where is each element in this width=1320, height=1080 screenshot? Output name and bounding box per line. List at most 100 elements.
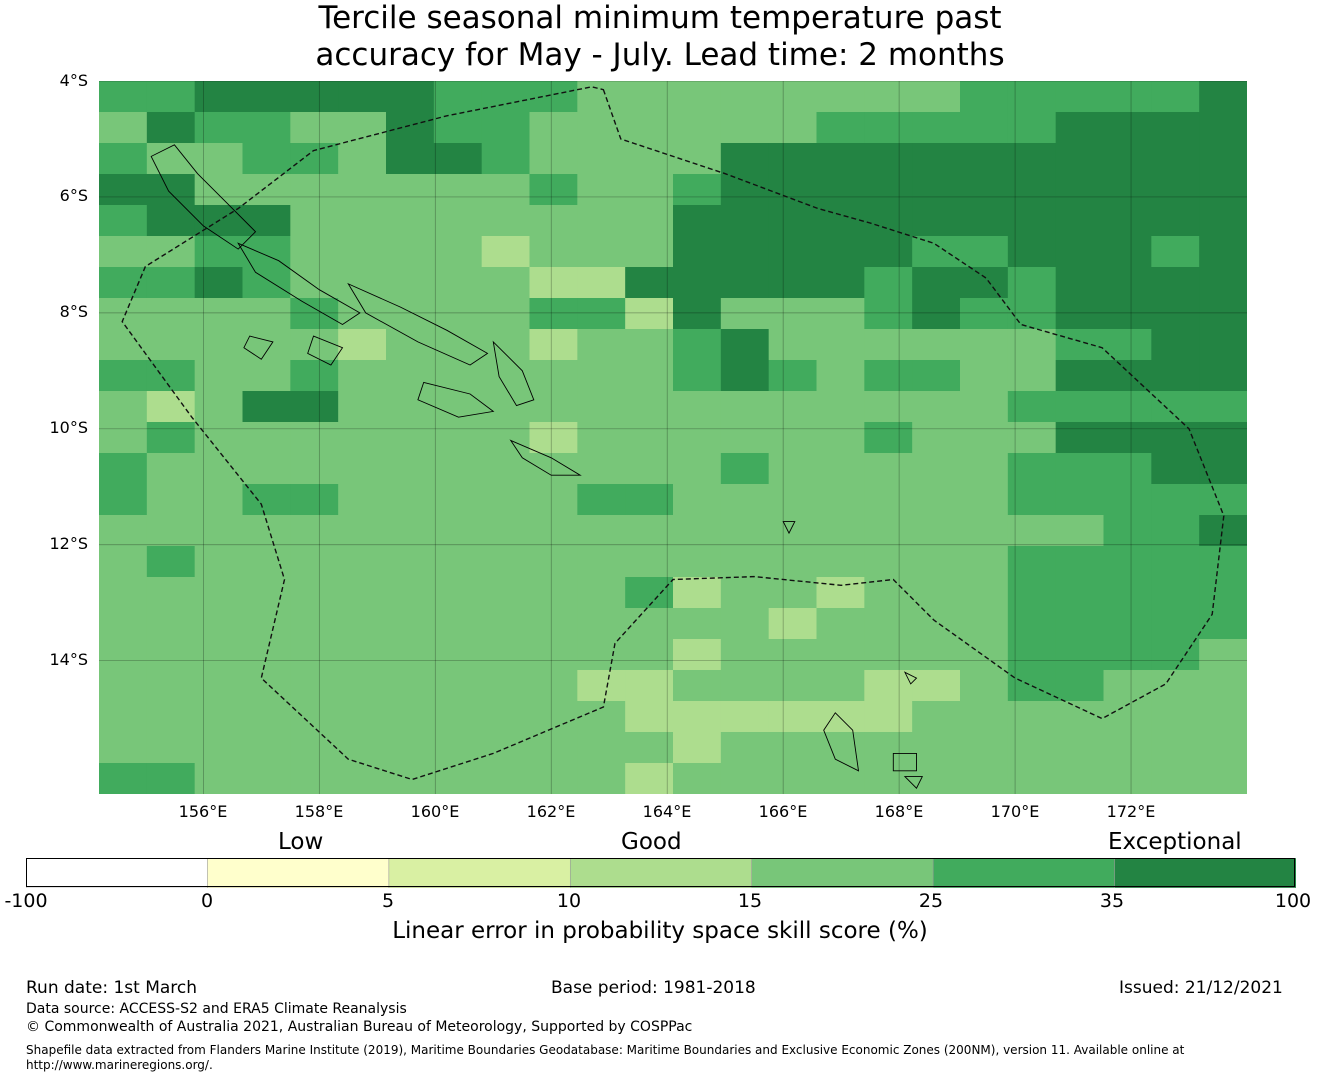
grid-cell xyxy=(529,112,578,144)
grid-cell xyxy=(625,577,674,609)
grid-cell xyxy=(625,608,674,640)
title-line-2: accuracy for May - July. Lead time: 2 mo… xyxy=(315,37,1005,73)
grid-cell xyxy=(386,453,435,485)
grid-cell xyxy=(912,608,961,640)
grid-cell xyxy=(529,701,578,733)
grid-cell xyxy=(242,577,291,609)
grid-cell xyxy=(673,391,722,423)
grid-cell xyxy=(1151,453,1200,485)
grid-cell xyxy=(816,81,865,113)
grid-cell xyxy=(1151,577,1200,609)
grid-cell xyxy=(1055,422,1105,454)
colorbar-segment xyxy=(207,858,390,888)
grid-cell xyxy=(529,205,578,237)
grid-cell xyxy=(1055,143,1105,175)
grid-cell xyxy=(720,81,770,113)
grid-cell xyxy=(625,670,674,702)
grid-cell xyxy=(1007,484,1057,516)
grid-cell xyxy=(146,360,196,392)
base-period: Base period: 1981-2018 xyxy=(551,978,756,998)
grid-cell xyxy=(481,329,531,361)
grid-cell xyxy=(625,763,674,794)
grid-cell xyxy=(912,701,961,733)
lat-label-4s: 4°S xyxy=(59,71,88,90)
island-outline xyxy=(903,776,924,789)
grid-cell xyxy=(529,267,578,299)
grid-cell xyxy=(1103,236,1152,268)
grid-cell xyxy=(290,422,339,454)
grid-cell xyxy=(99,577,148,609)
grid-cell xyxy=(864,515,913,547)
grid-cell xyxy=(1007,236,1057,268)
grid-cell xyxy=(1151,267,1200,299)
grid-cell xyxy=(912,391,961,423)
grid-cell xyxy=(673,298,722,330)
grid-cell xyxy=(864,205,913,237)
grid-cell xyxy=(768,112,818,144)
grid-cell xyxy=(290,205,339,237)
colorbar-tick-10: 10 xyxy=(556,890,582,912)
skill-score-map xyxy=(99,81,1247,794)
lat-label-6s: 6°S xyxy=(59,186,88,205)
grid-cell xyxy=(242,112,291,144)
grid-cell xyxy=(768,701,818,733)
grid-cell xyxy=(99,267,148,299)
grid-cell xyxy=(481,391,531,423)
grid-cell xyxy=(960,174,1009,206)
grid-cell xyxy=(386,267,435,299)
eez-boundary xyxy=(121,86,1225,781)
grid-cell xyxy=(1199,484,1247,516)
grid-cell xyxy=(386,608,435,640)
grid-cell xyxy=(146,422,196,454)
grid-cell xyxy=(242,360,291,392)
grid-cell xyxy=(433,205,483,237)
grid-cell xyxy=(99,205,148,237)
grid-cell xyxy=(194,329,244,361)
grid-cell xyxy=(1055,174,1105,206)
grid-cell xyxy=(1055,453,1105,485)
colorbar-segment xyxy=(932,858,1116,888)
grid-cell xyxy=(194,267,244,299)
grid-cell xyxy=(625,267,674,299)
grid-cell xyxy=(386,577,435,609)
grid-cell xyxy=(1103,391,1152,423)
grid-cell xyxy=(864,701,913,733)
grid-cell xyxy=(99,422,148,454)
grid-cell xyxy=(194,298,244,330)
grid-cell xyxy=(768,143,818,175)
grid-cell xyxy=(529,546,578,578)
colorbar-tick-5: 5 xyxy=(381,890,395,912)
grid-cell xyxy=(720,236,770,268)
grid-cell xyxy=(577,143,626,175)
grid-cell xyxy=(529,577,578,609)
grid-cell xyxy=(960,546,1009,578)
grid-cell xyxy=(433,391,483,423)
grid-cell xyxy=(1199,391,1247,423)
grid-cell xyxy=(864,236,913,268)
lat-label-8s: 8°S xyxy=(59,302,88,321)
grid-cell xyxy=(673,546,722,578)
grid-cell xyxy=(1007,639,1057,671)
grid-cell xyxy=(1055,546,1105,578)
grid-cell xyxy=(1199,143,1247,175)
grid-cell xyxy=(1199,205,1247,237)
grid-cell xyxy=(146,484,196,516)
grid-cell xyxy=(99,143,148,175)
grid-cell xyxy=(1199,701,1247,733)
grid-cell xyxy=(529,360,578,392)
grid-cell xyxy=(386,143,435,175)
grid-cell xyxy=(625,205,674,237)
grid-cell xyxy=(673,639,722,671)
issued-date: Issued: 21/12/2021 xyxy=(1119,978,1283,998)
grid-cell xyxy=(242,81,291,113)
grid-cell xyxy=(146,701,196,733)
grid-cell xyxy=(720,174,770,206)
grid-cell xyxy=(864,360,913,392)
grid-cell xyxy=(1151,298,1200,330)
grid-cell xyxy=(1103,546,1152,578)
grid-cell xyxy=(529,608,578,640)
grid-cell xyxy=(194,732,244,764)
grid-cell xyxy=(768,670,818,702)
grid-cell xyxy=(673,360,722,392)
grid-cell xyxy=(290,546,339,578)
